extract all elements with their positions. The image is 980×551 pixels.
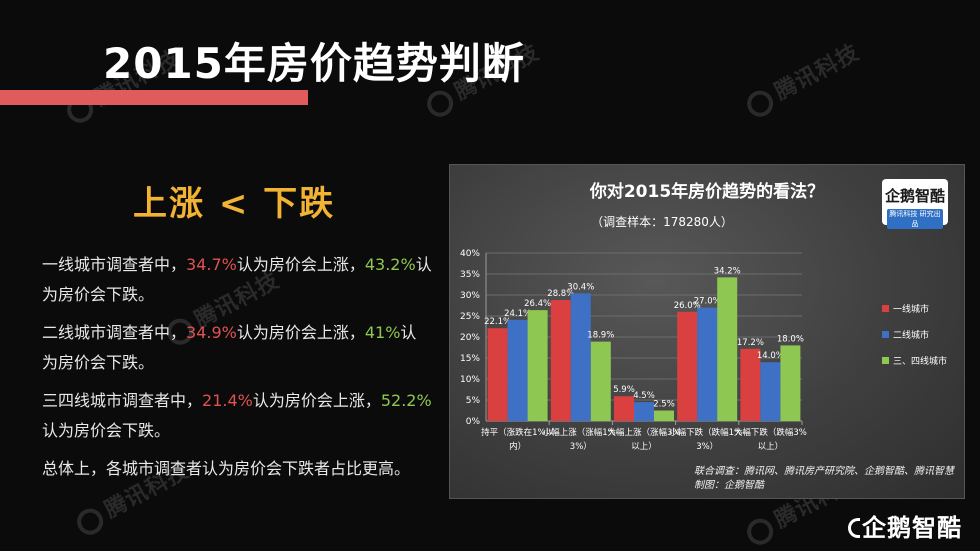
headline: 上涨 < 下跌 — [133, 184, 336, 224]
paragraph-text: 三四线城市调查者中， — [42, 391, 203, 410]
legend-swatch — [882, 357, 889, 364]
paragraph-text: 认为房价会下跌。 — [42, 323, 417, 372]
y-tick-label: 25% — [460, 312, 480, 322]
paragraph-text: 总体上，各城市调查者认为房价会下跌者占比更高。 — [42, 459, 411, 478]
x-tick-label: 内） — [509, 441, 526, 452]
bar — [780, 345, 801, 421]
x-tick-label: 持平（涨跌在1%以 — [481, 427, 554, 438]
bar — [550, 300, 571, 421]
legend-swatch — [882, 305, 889, 312]
paragraph-tier34: 三四线城市调查者中，21.4%认为房价会上涨，52.2% 认为房价会下跌。 — [42, 386, 432, 446]
bar — [760, 362, 781, 421]
x-tick-label: 大幅上涨（涨幅3% — [608, 427, 681, 438]
rise-percentage: 34.7% — [186, 255, 237, 274]
chart-panel: 0% 5% 10% 15% 20% 25% 30% 35% 40% 22.1% 24.1% 26.4%… — [449, 164, 965, 499]
y-tick-label: 15% — [460, 354, 480, 364]
y-tick-label: 40% — [460, 249, 480, 259]
bar — [654, 410, 674, 421]
data-label: 5.9% — [613, 385, 635, 395]
data-label: 2.5% — [653, 400, 675, 410]
data-label: 17.2% — [737, 338, 764, 348]
bar — [614, 396, 634, 421]
watermark: 腾讯科技 — [740, 35, 865, 122]
data-label: 30.4% — [567, 282, 594, 292]
y-tick-label: 5% — [466, 396, 481, 406]
x-tick-label: 以上） — [631, 441, 657, 452]
data-label: 27.0% — [694, 297, 721, 307]
y-tick-label: 30% — [460, 291, 480, 301]
corner-logo-text: 企鹅智酷 — [862, 514, 962, 542]
fall-percentage: 41% — [364, 323, 401, 342]
x-tick-label: 小幅上涨（涨幅1%- — [543, 427, 619, 438]
source-line: 联合调查：腾讯网、腾讯房产研究院、企鹅智酷、腾讯智慧 — [694, 466, 954, 477]
data-label: 26.4% — [524, 299, 551, 309]
slide-title: 2015年房价趋势判断 — [103, 39, 525, 88]
bar — [634, 402, 654, 421]
data-label: 14.0% — [757, 351, 784, 361]
bar-chart: 0% 5% 10% 15% 20% 25% 30% 35% 40% 22.1%24.1%26.4%… — [460, 249, 947, 452]
data-label: 18.9% — [587, 331, 614, 341]
chart-logo-text: 企鹅智酷 — [884, 187, 945, 205]
rise-percentage: 21.4% — [202, 391, 253, 410]
data-label: 24.1% — [504, 309, 531, 319]
y-tick-label: 10% — [460, 375, 480, 385]
bar — [590, 341, 611, 421]
data-label: 26.0% — [674, 301, 701, 311]
legend-label: 一线城市 — [893, 303, 929, 315]
data-label: 4.5% — [633, 391, 655, 401]
data-label: 18.0% — [777, 334, 804, 344]
chart-subtitle: （调查样本：178280人） — [591, 215, 733, 229]
paragraph-text: 认为房价会上涨， — [236, 323, 365, 342]
y-tick-label: 0% — [466, 417, 481, 427]
bar — [740, 348, 761, 421]
paragraph-text: 认为房价会下跌。 — [42, 255, 432, 304]
paragraph-tier2: 二线城市调查者中，34.9%认为房价会上涨，41%认为房价会下跌。 — [42, 318, 432, 378]
legend-label: 二线城市 — [893, 329, 929, 341]
chart-source: 联合调查：腾讯网、腾讯房产研究院、企鹅智酷、腾讯智慧 制图：企鹅智酷 — [694, 465, 954, 493]
bar — [677, 311, 698, 421]
bar — [507, 319, 528, 421]
paragraph-tier1: 一线城市调查者中，34.7%认为房价会上涨，43.2%认为房价会下跌。 — [42, 250, 432, 310]
bar — [697, 307, 718, 421]
logo-mark-icon — [848, 518, 860, 538]
paragraph-text: 二线城市调查者中， — [42, 323, 187, 342]
y-tick-label: 35% — [460, 270, 480, 280]
x-tick-label: 3%） — [696, 441, 718, 452]
rise-percentage: 34.9% — [186, 323, 237, 342]
y-tick-label: 20% — [460, 333, 480, 343]
x-tick-label: 大幅下跌（跌幅3% — [734, 427, 807, 438]
x-tick-label: 小幅下跌（跌幅1%- — [669, 427, 745, 438]
fall-percentage: 43.2% — [364, 255, 416, 274]
data-label: 28.8% — [547, 289, 574, 299]
bar — [717, 277, 738, 421]
legend-swatch — [882, 331, 889, 338]
bar — [570, 293, 591, 421]
corner-brand-logo: 企鹅智酷 — [848, 508, 962, 543]
paragraph-summary: 总体上，各城市调查者认为房价会下跌者占比更高。 — [42, 454, 422, 484]
legend-label: 三、四线城市 — [893, 355, 947, 367]
chart-title: 你对2015年房价趋势的看法？ — [589, 182, 825, 202]
paragraph-text: 认为房价会上涨， — [252, 391, 381, 410]
paragraph-text: 认为房价会下跌。 — [42, 421, 171, 440]
data-label: 22.1% — [484, 317, 511, 327]
paragraph-text: 一线城市调查者中， — [42, 255, 187, 274]
paragraph-text: 认为房价会上涨， — [236, 255, 365, 274]
bar — [527, 310, 548, 421]
bar — [487, 328, 508, 421]
data-label: 34.2% — [714, 266, 741, 276]
chart-brand-logo: 企鹅智酷 腾讯科技 研究出品 — [882, 179, 948, 229]
x-tick-label: 以上） — [758, 441, 784, 452]
fall-percentage: 52.2% — [380, 391, 432, 410]
x-tick-label: 3%） — [570, 441, 592, 452]
title-accent-bar — [0, 90, 308, 105]
source-line: 制图：企鹅智酷 — [694, 480, 764, 491]
chart-logo-subtext: 腾讯科技 研究出品 — [887, 209, 943, 229]
